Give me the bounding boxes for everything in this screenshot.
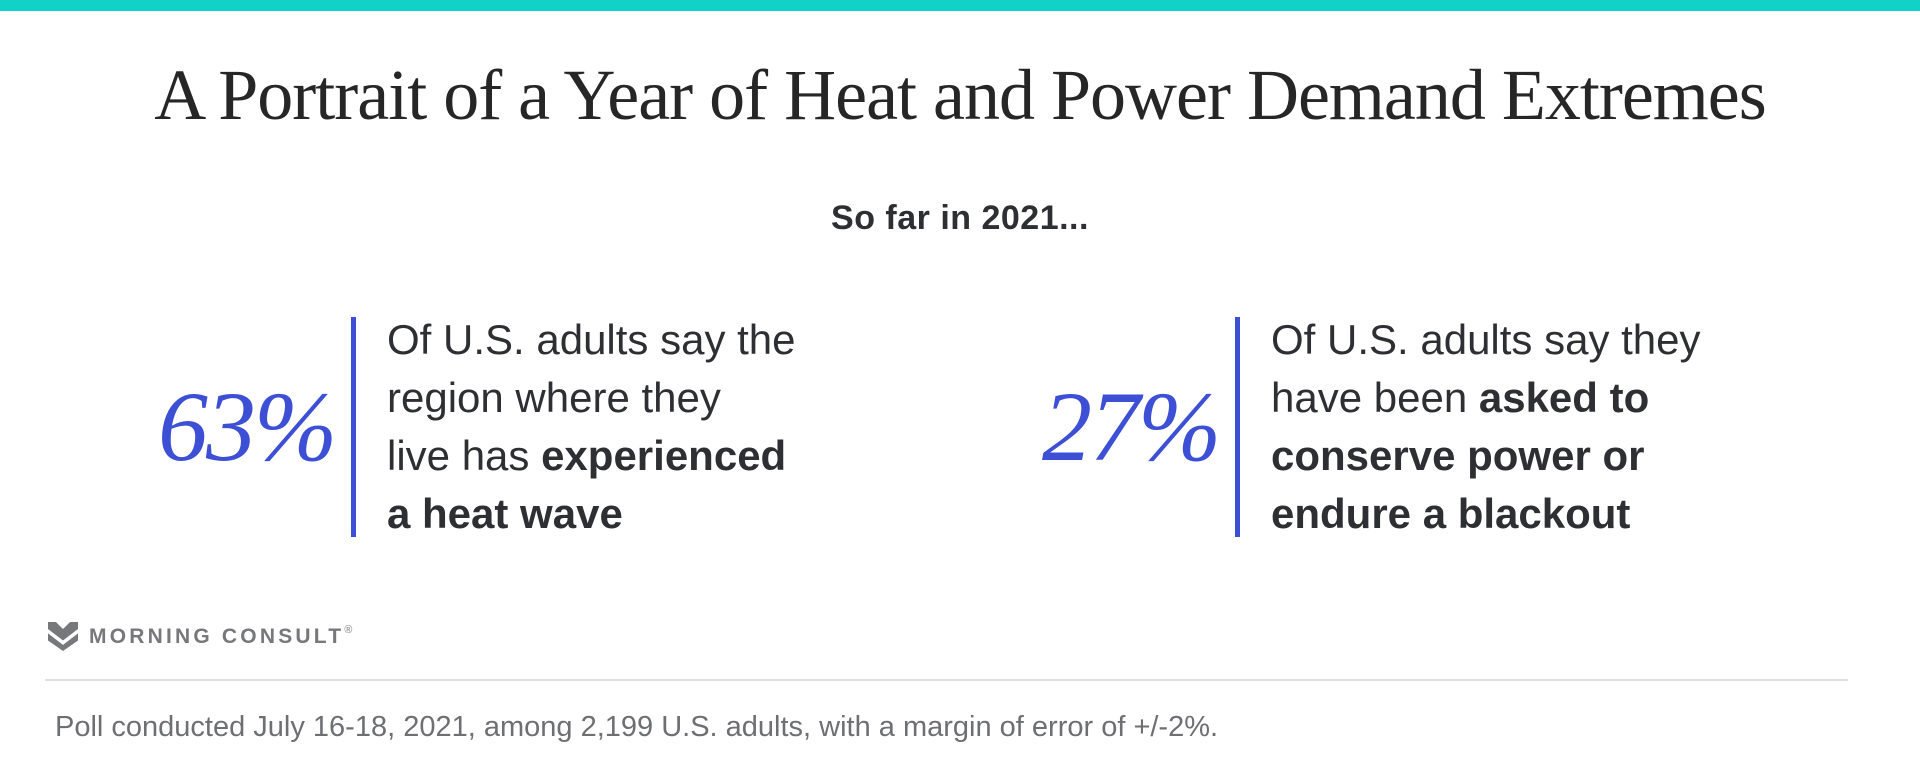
stat-text-line: conserve power or: [1271, 432, 1645, 479]
stat-description-conserve-power: Of U.S. adults say they have been asked t…: [1271, 311, 1701, 543]
poll-methodology-footnote: Poll conducted July 16-18, 2021, among 2…: [55, 711, 1219, 743]
stat-heat-wave: 63% Of U.S. adults say the region where t…: [158, 311, 848, 543]
stat-text-line: a heat wave: [387, 490, 623, 537]
subtitle: So far in 2021...: [831, 199, 1089, 237]
stat-value-conserve-power: 27%: [1042, 371, 1221, 482]
page-title: A Portrait of a Year of Heat and Power D…: [154, 55, 1767, 135]
stat-value-heat-wave: 63%: [158, 371, 337, 482]
morning-consult-m-icon: [48, 621, 78, 652]
stat-description-heat-wave: Of U.S. adults say the region where they l…: [387, 311, 796, 543]
stat-text-line: Of U.S. adults say they: [1271, 316, 1701, 363]
stat-divider-line: [1235, 317, 1240, 537]
stat-text-line: Of U.S. adults say the: [387, 316, 796, 363]
accent-bar: [0, 0, 1920, 11]
stat-text-line: endure a blackout: [1271, 490, 1631, 537]
footer-divider-line: [45, 679, 1848, 681]
stat-text-line: have been asked to: [1271, 374, 1650, 421]
stat-conserve-power: 27% Of U.S. adults say they have been ask…: [1042, 311, 1732, 543]
morning-consult-wordmark: MORNING CONSULT®: [89, 624, 352, 649]
morning-consult-logo: MORNING CONSULT®: [48, 620, 352, 653]
stats-row: 63% Of U.S. adults say the region where t…: [158, 311, 1732, 543]
stat-divider-line: [351, 317, 356, 537]
registered-trademark-symbol: ®: [344, 624, 353, 636]
morning-consult-wordmark-text: MORNING CONSULT: [89, 625, 345, 648]
stat-text-line: region where they: [387, 374, 721, 421]
stat-text-line: live has experienced: [387, 432, 787, 479]
